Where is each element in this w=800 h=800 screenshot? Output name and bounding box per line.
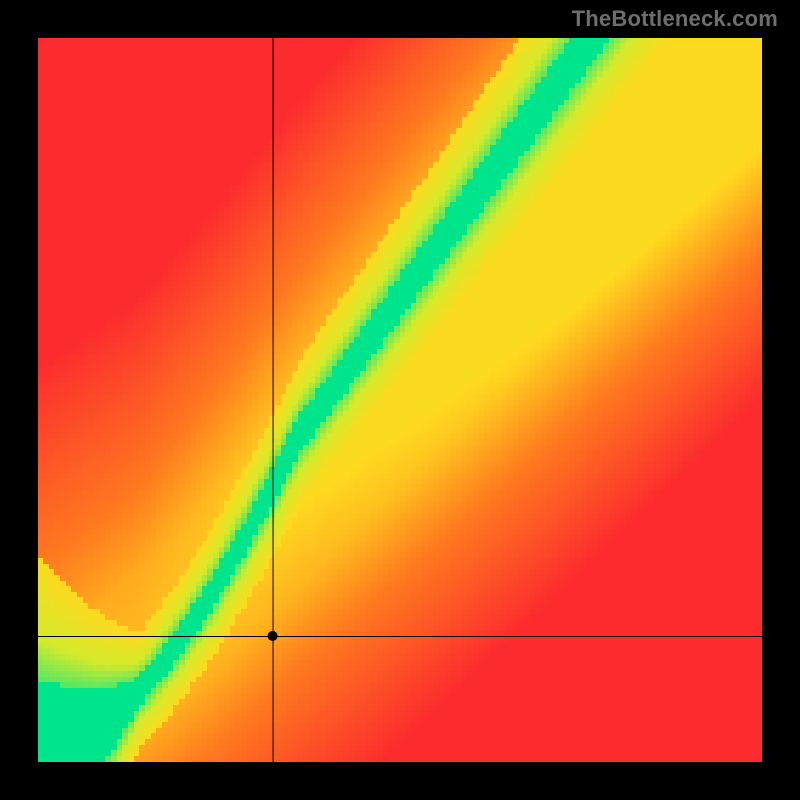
- heatmap-canvas: [38, 38, 762, 762]
- watermark-text: TheBottleneck.com: [572, 6, 778, 32]
- chart-container: TheBottleneck.com: [0, 0, 800, 800]
- heatmap-plot: [38, 38, 762, 762]
